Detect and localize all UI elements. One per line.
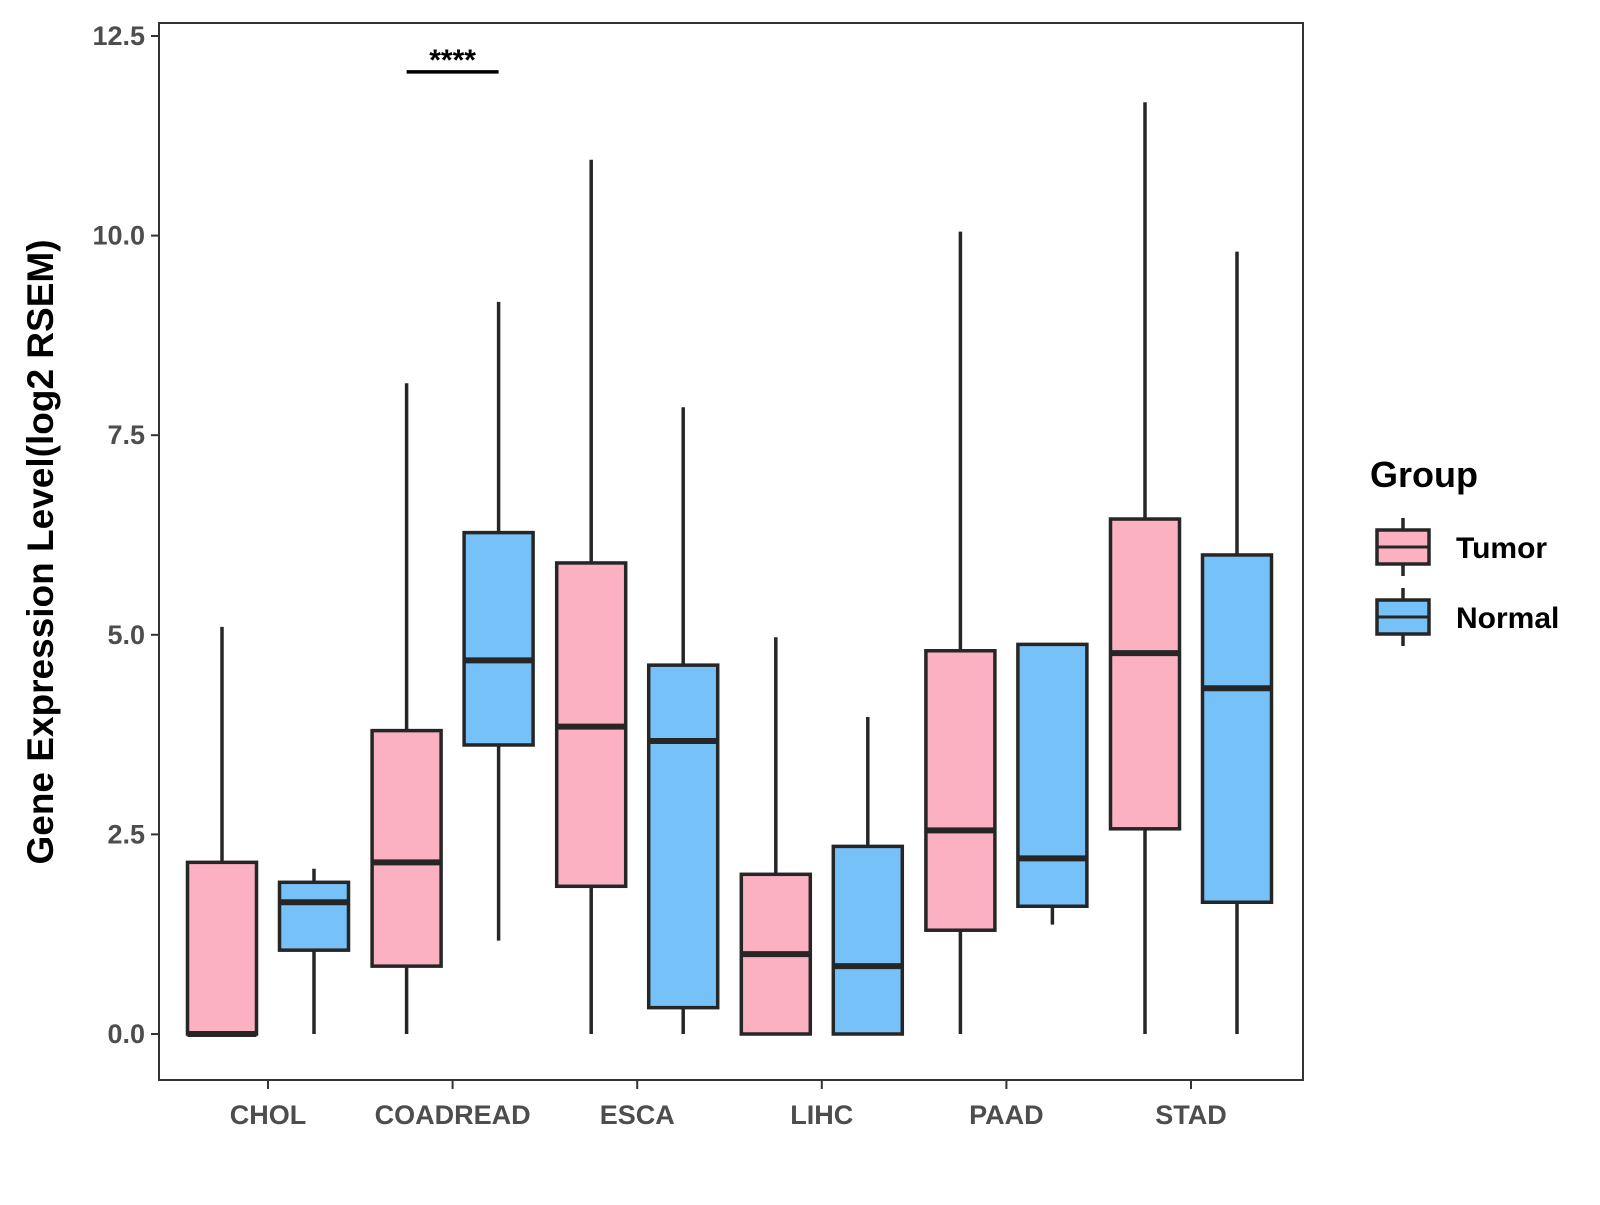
y-tick-label: 5.0 [107,620,145,650]
y-tick-label: 0.0 [107,1019,145,1049]
x-tick-label-lihc: LIHC [790,1100,853,1130]
legend-label-tumor: Tumor [1456,532,1547,565]
box-normal-paad [1016,642,1089,925]
box-body [462,530,535,747]
box-tumor-coadread [370,383,443,1034]
boxes-layer [185,102,1274,1037]
legend-item-normal: Normal [1375,588,1559,646]
box-body [1200,553,1274,905]
significance-annotation: **** [406,44,499,77]
box-body [185,860,259,1036]
box-tumor-lihc [739,637,813,1036]
legend: Group Tumor Normal [1370,454,1559,646]
box-tumor-paad [924,231,997,1034]
x-tick-label-stad: STAD [1155,1100,1227,1130]
x-tick-label-paad: PAAD [969,1100,1044,1130]
x-tick-label-esca: ESCA [600,1100,675,1130]
significance-label: **** [429,44,476,77]
legend-label-normal: Normal [1456,602,1559,635]
box-body [1108,517,1182,831]
box-normal-chol [277,868,351,1034]
box-normal-esca [646,407,720,1034]
box-body [646,663,720,1010]
box-tumor-chol [185,626,259,1037]
y-tick-label: 7.5 [107,420,145,450]
axes-layer: 0.0 2.5 5.0 7.5 10.0 12.5 CHOL COADREAD ESCA LIHC… [92,21,1226,1130]
x-tick-label-coadread: COADREAD [375,1100,531,1130]
y-tick-label: 2.5 [107,819,145,849]
box-tumor-esca [554,159,628,1034]
box-normal-stad [1200,251,1274,1034]
box-body [370,728,443,968]
box-tumor-stad [1108,102,1182,1034]
legend-item-tumor: Tumor [1375,518,1547,576]
y-axis-title: Gene Expression Level(log2 RSEM) [20,239,61,864]
box-body [277,880,351,952]
box-normal-coadread [462,301,535,941]
plot-panel-border [158,22,1304,1081]
box-normal-lihc [831,717,905,1036]
legend-title: Group [1370,454,1478,495]
box-body [831,844,905,1036]
y-tick-label: 10.0 [92,221,145,251]
annotation-layer: **** [406,44,499,77]
box-body [924,649,997,932]
y-tick-label: 12.5 [92,21,145,51]
box-body [1016,642,1089,909]
x-tick-label-chol: CHOL [230,1100,307,1130]
